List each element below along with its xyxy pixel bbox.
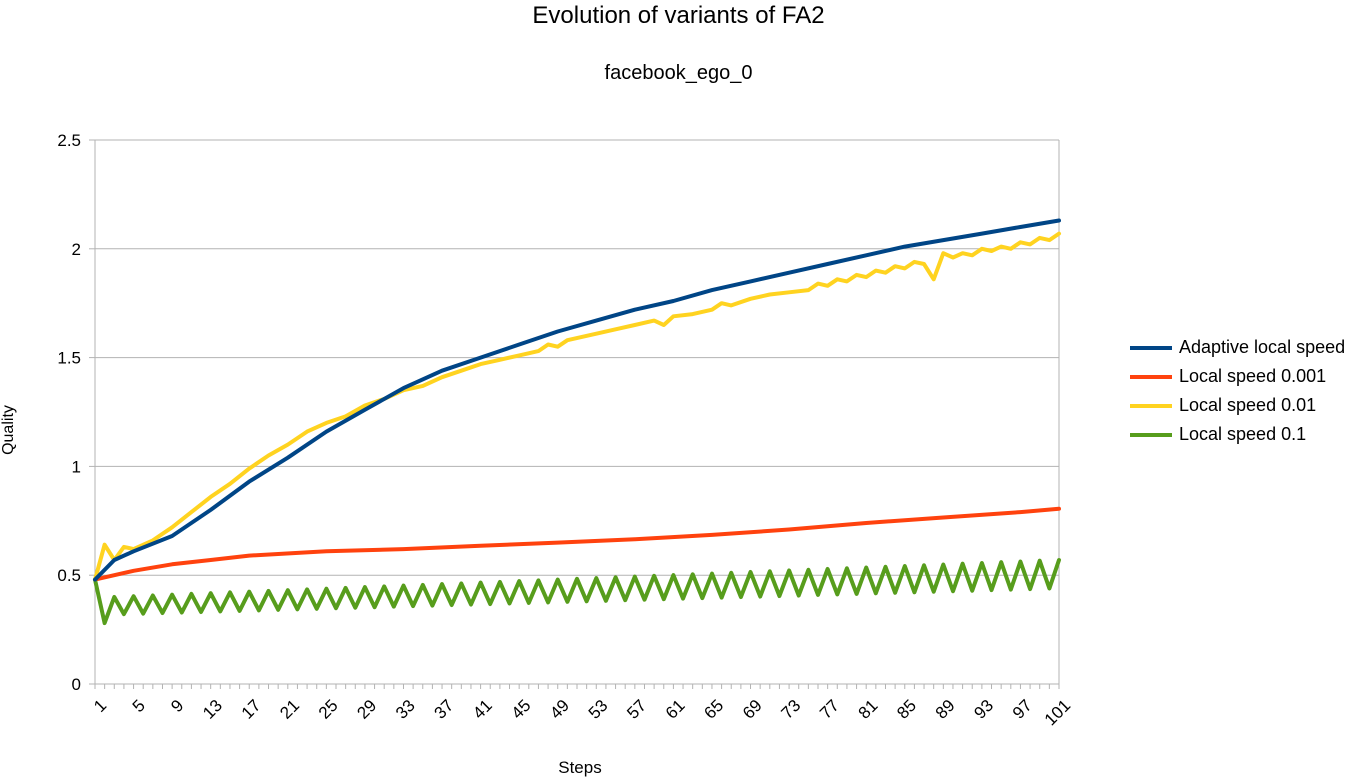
x-tick-label: 89 [932,696,959,723]
x-tick-label: 29 [353,696,380,723]
x-tick-label: 81 [855,696,882,723]
legend-label: Local speed 0.01 [1179,395,1317,415]
x-tick-label: 37 [431,696,458,723]
legend-item: Local speed 0.001 [1130,362,1345,391]
legend-swatch [1130,345,1172,350]
series-line-adaptive-local-speed [93,218,1061,582]
legend-label: Adaptive local speed [1179,337,1346,357]
series-line-local-speed-0-1 [93,558,1061,626]
y-tick-label: 0 [72,675,81,694]
x-tick-label: 1 [90,696,110,716]
x-tick-label: 85 [893,696,920,723]
legend-swatch [1130,432,1172,437]
x-tick-label: 33 [392,696,419,723]
y-tick-label: 1.5 [57,349,81,368]
x-tick-label: 57 [623,696,650,723]
x-tick-label: 69 [739,696,766,723]
x-tick-label: 17 [238,696,265,723]
series-line-local-speed-0-01 [93,231,1061,582]
legend-item: Local speed 0.1 [1130,420,1345,449]
legend: Adaptive local speed Local speed 0.001 Loc… [1130,333,1345,449]
chart-subtitle: facebook_ego_0 [604,62,753,84]
y-axis-ticks: 0 0.5 1 1.5 2 2.5 [57,131,81,694]
y-tick-label: 2.5 [57,131,81,150]
x-tick-label: 101 [1041,696,1074,729]
legend-label: Local speed 0.001 [1179,366,1327,386]
y-tick-label: 0.5 [57,566,81,585]
series-lines [93,218,1061,626]
x-tick-label: 13 [199,696,226,723]
x-axis-ticks: 1 5 9 13 17 21 25 29 33 37 41 45 49 53 57 61 65 69 73 77 81 8… [90,684,1074,729]
x-tick-label: 73 [778,696,805,723]
x-tick-label: 21 [276,696,303,723]
y-tick-label: 2 [72,240,81,259]
x-tick-label: 49 [546,696,573,723]
legend-swatch [1130,403,1172,408]
x-tick-label: 45 [508,696,535,723]
x-tick-label: 53 [585,696,612,723]
y-axis-label: Quality [0,405,17,455]
x-tick-label: 61 [662,696,689,723]
series-line-local-speed-0-001 [93,506,1061,582]
x-tick-label: 93 [970,696,997,723]
x-tick-label: 25 [315,696,342,723]
x-tick-label: 65 [700,696,727,723]
legend-item: Local speed 0.01 [1130,391,1345,420]
legend-swatch [1130,374,1172,379]
x-tick-label: 9 [167,696,187,716]
x-tick-label: 41 [469,696,496,723]
legend-item: Adaptive local speed [1130,333,1345,362]
x-tick-label: 77 [816,696,843,723]
x-axis-label: Steps [558,758,602,777]
x-tick-label: 97 [1009,696,1036,723]
legend-label: Local speed 0.1 [1179,424,1307,444]
chart-title: Evolution of variants of FA2 [532,2,825,29]
x-tick-label: 5 [129,696,149,716]
y-tick-label: 1 [72,457,81,476]
